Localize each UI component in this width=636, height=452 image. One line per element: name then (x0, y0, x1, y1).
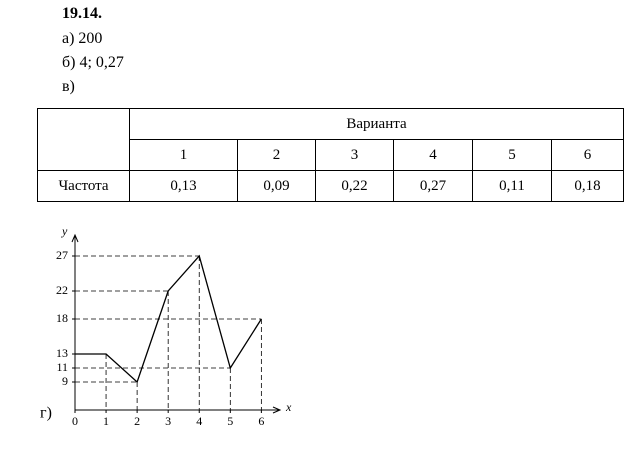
frequency-cell: 0,22 (315, 170, 394, 202)
x-axis-label: x (285, 400, 292, 414)
x-tick-label: 0 (72, 414, 78, 428)
problem-number: 19.14. (62, 5, 102, 22)
x-tick-label: 3 (165, 414, 171, 428)
data-line (75, 254, 262, 384)
y-tick-label: 13 (56, 346, 68, 360)
y-tick-label: 9 (62, 374, 68, 388)
frequency-cell: 0,27 (393, 170, 473, 202)
x-tick-label: 1 (103, 414, 109, 428)
y-tick-label: 22 (56, 283, 68, 297)
x-tick-label: 6 (258, 414, 264, 428)
arrow (272, 406, 282, 414)
header-cell: Варианта (129, 108, 624, 140)
answer: в) (62, 78, 75, 95)
arrow (71, 233, 79, 243)
corner-cell (37, 108, 130, 171)
row-label: Частота (37, 170, 130, 202)
x-tick-label: 5 (227, 414, 233, 428)
x-tick-label: 2 (134, 414, 140, 428)
y-axis-label: y (61, 224, 68, 238)
frequency-cell: 0,13 (129, 170, 238, 202)
frequency-cell: 0,09 (237, 170, 316, 202)
graph-label: г) (40, 405, 52, 422)
frequency-cell: 0,11 (472, 170, 552, 202)
y-tick-label: 11 (56, 360, 68, 374)
column-header: 4 (393, 139, 473, 171)
column-header: 2 (237, 139, 316, 171)
column-header: 3 (315, 139, 394, 171)
y-tick-label: 18 (56, 311, 68, 325)
answer: б) 4; 0,27 (62, 54, 124, 71)
frequency-cell: 0,18 (551, 170, 624, 202)
x-tick-label: 4 (196, 414, 202, 428)
y-tick-label: 27 (56, 248, 68, 262)
answer: а) 200 (62, 30, 103, 47)
